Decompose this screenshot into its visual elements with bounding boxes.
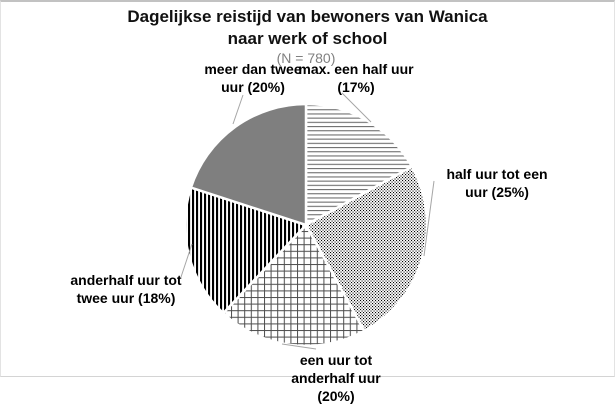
leader-line-een-uur-tot-anderhalf-uur	[281, 343, 317, 350]
leader-line-half-uur-tot-een-uur	[423, 180, 435, 257]
leader-line-anderhalf-uur-tot-twee-uur	[180, 243, 193, 278]
callout-half-uur-tot-een-uur: half uur tot een uur (25%)	[446, 166, 548, 200]
pie-slice-anderhalf-uur-tot-twee-uur	[183, 186, 309, 315]
callout-een-uur-tot-anderhalf-uur: een uur tot anderhalf uur (20%)	[291, 352, 381, 404]
leader-line-max-een-half-uur	[341, 92, 372, 123]
callout-meer-dan-twee-uur: meer dan twee uur (20%)	[204, 61, 302, 95]
chart-subtitle-sample-size: (N = 780)	[276, 50, 336, 66]
leader-line-meer-dan-twee-uur	[232, 94, 244, 125]
chart-title: Dagelijkse reistijd van bewoners van Wan…	[127, 7, 488, 48]
pie-slices-group	[183, 102, 429, 348]
pie-slice-half-uur-tot-een-uur	[304, 165, 429, 333]
callout-max-een-half-uur: max. een half uur (17%)	[298, 61, 414, 95]
leader-lines-group	[180, 92, 435, 350]
callout-anderhalf-uur-tot-twee-uur: anderhalf uur tot twee uur (18%)	[70, 272, 182, 306]
pie-slice-meer-dan-twee-uur	[189, 102, 308, 227]
pie-slice-max-een-half-uur	[304, 102, 414, 228]
